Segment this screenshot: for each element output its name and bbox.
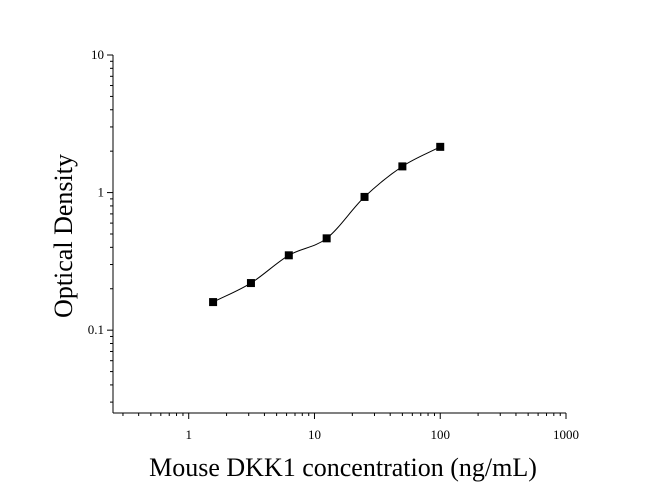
y-tick-label: 10 (91, 47, 104, 62)
x-tick-label: 100 (430, 427, 450, 442)
data-point (436, 142, 445, 151)
y-axis-title: Optical Density (49, 154, 78, 318)
data-point (209, 298, 218, 307)
data-point (284, 251, 293, 260)
data-point (322, 234, 331, 243)
x-tick-label: 1 (185, 427, 192, 442)
x-axis-ticks: 1 10 100 1000 (122, 413, 579, 442)
data-point (246, 279, 255, 288)
x-axis-title: Mouse DKK1 concentration (ng/mL) (149, 453, 537, 482)
y-axis-ticks: 0.1 1 10 (88, 47, 113, 403)
x-tick-label: 10 (308, 427, 321, 442)
x-tick-label: 1000 (553, 427, 579, 442)
data-point (360, 192, 369, 201)
data-point (398, 162, 407, 171)
data-points-layer (209, 142, 445, 307)
y-tick-label: 1 (98, 185, 105, 200)
axes-frame (112, 55, 566, 414)
y-tick-label: 0.1 (88, 322, 104, 337)
